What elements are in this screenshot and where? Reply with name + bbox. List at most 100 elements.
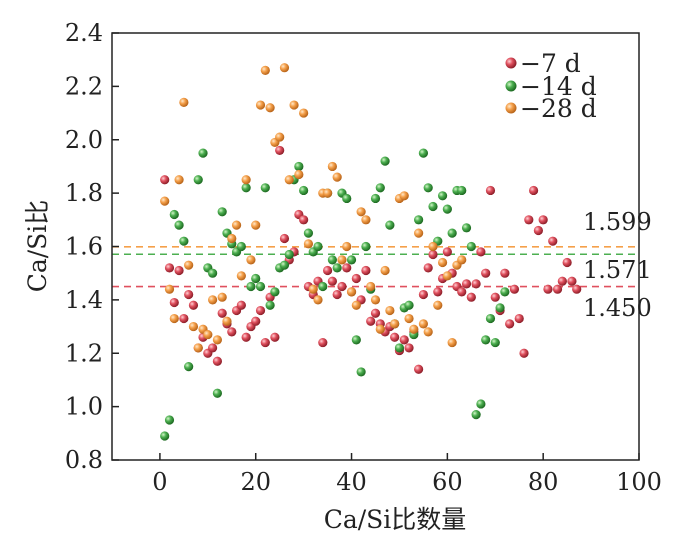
data-point xyxy=(418,148,429,158)
data-point xyxy=(327,255,337,265)
data-point xyxy=(188,321,199,332)
data-point xyxy=(303,239,314,249)
data-point xyxy=(557,276,567,286)
data-point xyxy=(370,193,381,204)
data-point xyxy=(500,268,510,278)
data-point xyxy=(174,175,184,185)
data-point xyxy=(208,268,218,278)
y-axis-label: Ca/Si比 xyxy=(23,200,52,293)
data-point xyxy=(279,260,290,270)
data-point xyxy=(457,287,467,297)
data-point xyxy=(461,223,472,233)
data-point xyxy=(476,399,486,409)
data-point xyxy=(404,343,414,353)
data-point xyxy=(466,241,476,252)
ref-label-1571: 1.571 xyxy=(583,256,652,284)
data-point xyxy=(361,215,371,225)
data-point xyxy=(318,337,328,348)
data-point xyxy=(356,207,366,217)
data-point xyxy=(299,108,309,118)
data-point xyxy=(380,156,390,166)
data-point xyxy=(375,183,385,193)
data-point xyxy=(217,308,227,318)
data-point xyxy=(543,284,553,294)
data-point xyxy=(337,255,347,265)
data-point xyxy=(351,335,361,345)
y-tick-label: 2.2 xyxy=(65,72,103,100)
data-point xyxy=(471,279,481,289)
data-point xyxy=(414,364,424,374)
data-point xyxy=(485,313,496,324)
data-point xyxy=(457,255,467,265)
data-point xyxy=(447,337,457,348)
data-point xyxy=(184,260,194,270)
data-point xyxy=(160,175,170,185)
data-point xyxy=(188,300,199,310)
data-point xyxy=(203,329,213,340)
data-point xyxy=(332,289,342,300)
data-point xyxy=(289,100,299,110)
data-point xyxy=(179,313,189,324)
data-point xyxy=(342,263,352,273)
data-point xyxy=(380,265,390,276)
data-point xyxy=(184,289,194,300)
data-point xyxy=(481,335,491,345)
data-point xyxy=(322,188,333,198)
data-point xyxy=(251,273,261,284)
data-point xyxy=(327,276,337,286)
data-point xyxy=(447,228,457,238)
y-tick-label: 1.8 xyxy=(65,179,103,207)
data-point xyxy=(164,284,175,294)
data-point xyxy=(366,316,376,326)
data-point xyxy=(361,265,371,276)
data-point xyxy=(260,337,270,348)
data-point xyxy=(490,337,500,348)
data-point xyxy=(562,257,572,268)
data-point xyxy=(385,220,395,230)
data-point xyxy=(529,185,539,196)
data-point xyxy=(160,431,170,441)
data-point xyxy=(212,388,222,398)
data-point xyxy=(208,295,218,305)
y-tick-label: 1.2 xyxy=(65,339,103,367)
data-point xyxy=(246,281,256,292)
data-point xyxy=(217,207,227,217)
data-point xyxy=(193,175,203,185)
data-point xyxy=(308,284,318,294)
x-tick-label: 40 xyxy=(336,468,367,496)
legend-marker-28d xyxy=(505,102,517,114)
data-point xyxy=(385,305,395,316)
data-point xyxy=(227,233,237,244)
data-point xyxy=(505,319,515,329)
legend-label-14d: −14 d xyxy=(520,72,597,101)
data-point xyxy=(476,247,486,257)
legend-marker-14d xyxy=(505,80,517,92)
data-point xyxy=(375,324,385,334)
data-point xyxy=(299,215,309,225)
legend-marker-7d xyxy=(505,57,517,69)
ref-label-1599: 1.599 xyxy=(583,208,652,236)
data-point xyxy=(366,281,376,292)
y-tick-label: 0.8 xyxy=(65,446,103,474)
data-point xyxy=(164,263,175,273)
data-point xyxy=(442,271,452,281)
data-point xyxy=(471,410,481,420)
data-point xyxy=(179,97,189,107)
data-point xyxy=(457,185,467,196)
data-point xyxy=(500,287,510,297)
data-point xyxy=(231,220,242,230)
x-tick-label: 80 xyxy=(528,468,559,496)
data-point xyxy=(342,193,352,204)
data-point xyxy=(260,183,270,193)
legend-label-7d: −7 d xyxy=(520,49,581,78)
data-point xyxy=(169,313,179,324)
data-point xyxy=(418,289,429,300)
data-point xyxy=(394,343,405,353)
data-point xyxy=(337,281,347,292)
data-point xyxy=(342,241,352,252)
data-point xyxy=(169,297,179,308)
data-points xyxy=(160,63,582,441)
data-point xyxy=(322,265,333,276)
data-point xyxy=(174,220,184,230)
